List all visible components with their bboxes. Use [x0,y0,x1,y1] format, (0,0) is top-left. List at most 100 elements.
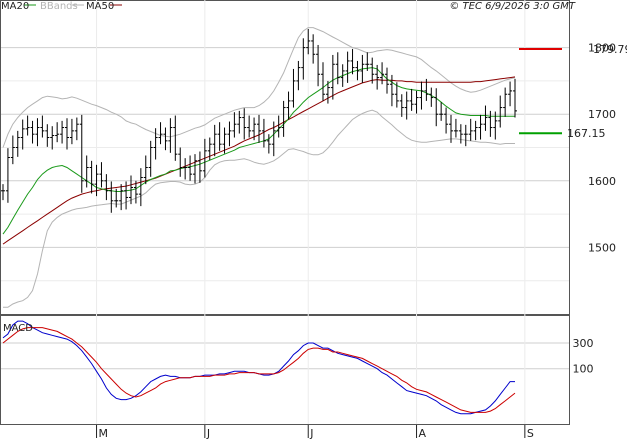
ohlc-bar [434,88,439,127]
bband-lower-line [3,109,515,308]
ohlc-bar [503,87,508,117]
ohlc-bar [183,158,188,180]
ohlc-bar [453,118,458,138]
x-tick-label: A [419,427,427,440]
ohlc-bar [168,118,173,153]
ohlc-bar [375,64,380,90]
ohlc-bar [419,81,424,110]
ohlc-bar [212,124,217,157]
ohlc-bar [404,91,409,120]
ohlc-bar [281,100,286,137]
macd-title: MACD [3,323,33,334]
ohlc-bar [119,184,124,211]
legend-ma50: MA50 [86,1,114,12]
macd-panel [0,315,570,425]
ohlc-bar [424,78,429,101]
ohlc-bar [20,119,25,150]
ohlc-bar [498,95,503,128]
ohlc-bar [133,180,138,204]
ohlc-bar [296,60,301,91]
ohlc-bar [355,60,360,81]
x-tick-label: J [309,427,313,440]
ohlc-bar [242,108,247,140]
ohlc-bar [301,38,306,80]
copyright-text: © TEC 6/9/2026 3:0 GMT [449,1,576,12]
ohlc-bar [79,114,84,193]
ohlc-bar [163,127,168,151]
ohlc-bar [173,115,178,161]
ohlc-bar [458,124,463,144]
ohlc-bar [266,134,271,154]
ohlc-bar [143,155,148,185]
ohlc-bar [335,52,340,85]
ohlc-bar [345,51,350,83]
ohlc-bar [483,105,488,131]
ohlc-bar [60,120,65,144]
ohlc-bar [237,110,242,134]
macd-lines [2,320,516,415]
ohlc-bar [429,87,434,107]
ohlc-bar [286,91,291,120]
ohlc-bar [69,118,74,145]
x-tick-label: J [206,427,210,440]
ohlc-bar [365,52,370,71]
level-label: 179.79 [593,43,627,56]
ohlc-bar [370,57,375,84]
ohlc-bar [89,160,94,194]
ohlc-bar [478,114,483,140]
ohlc-bar [114,188,119,208]
ohlc-bar [508,81,513,107]
ohlc-bar [222,127,227,154]
ohlc-bar [276,115,281,138]
ohlc-bar [158,122,163,145]
macd-tick-label: 100 [573,363,594,376]
ohlc-bar [513,78,517,118]
ohlc-bar [227,121,232,147]
ohlc-bar [257,114,261,143]
ohlc-bar [5,148,10,203]
ohlc-bar [330,54,335,100]
ohlc-bar [414,90,419,114]
price-bars [1,28,517,213]
ohlc-bar [399,94,404,117]
ohlc-bar [316,44,321,87]
ohlc-bar [261,118,266,148]
legend-bbands: BBands [40,1,78,12]
ohlc-bar [129,175,133,205]
ohlc-bar [40,115,45,138]
ohlc-bar [99,162,104,188]
ohlc-bar [271,121,276,157]
x-tick-label: S [527,427,534,440]
ohlc-bar [439,102,444,121]
signal-line [2,327,516,413]
ohlc-bar [25,115,30,136]
ohlc-bar [232,112,237,138]
ohlc-bar [188,155,193,181]
ohlc-bar [94,164,99,197]
ohlc-bar [74,117,79,141]
price-panel [0,0,570,315]
ohlc-bar [311,34,316,64]
ohlc-bar [35,118,40,147]
ohlc-bar [350,48,355,75]
ohlc-bar [360,54,365,83]
ohlc-bar [104,174,109,201]
ohlc-bar [193,154,197,184]
ohlc-bar [444,107,449,134]
ohlc-bar [463,124,468,147]
ohlc-bar [50,126,55,150]
ohlc-bar [252,117,257,141]
bbands-layer [2,27,516,308]
ohlc-bar [84,155,89,188]
price-tick-label: 1500 [588,241,616,254]
ohlc-bar [124,181,129,210]
ohlc-bar [45,124,50,147]
ohlc-bar [153,128,158,160]
ohlc-bar [148,140,153,177]
ohlc-bar [178,147,183,177]
ohlc-bar [109,181,114,213]
ohlc-bar [449,114,453,143]
legend: MA20 BBands MA50 [1,1,122,12]
axis-ticks: 1800 1700 1600 1500 300 100 M J J A S [0,42,616,440]
